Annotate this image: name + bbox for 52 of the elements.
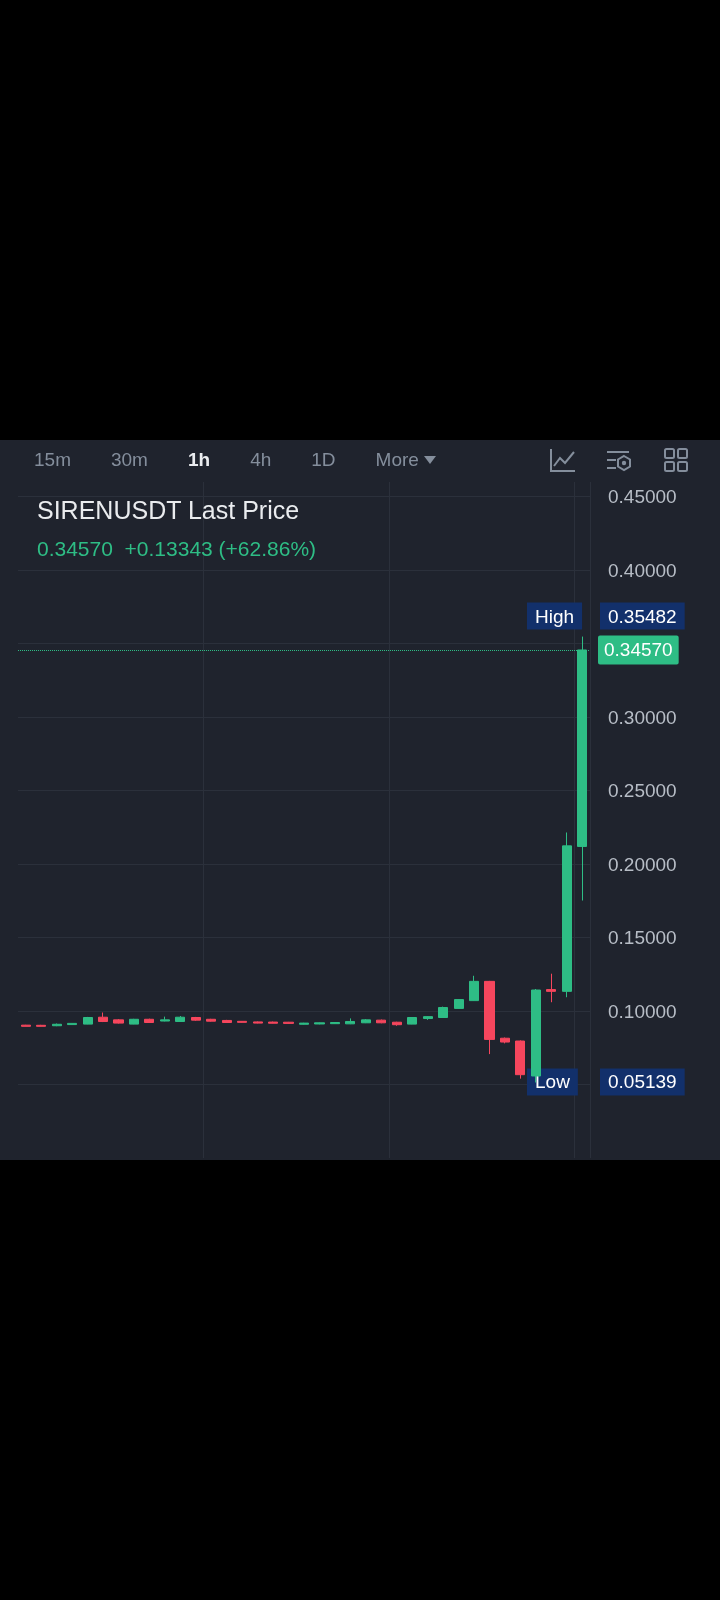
- candlestick: [469, 975, 479, 1002]
- candlestick: [268, 1021, 278, 1024]
- candlestick: [562, 831, 572, 998]
- candlestick: [330, 1021, 340, 1025]
- candlestick: [67, 1022, 77, 1026]
- candlestick: [253, 1020, 263, 1024]
- candlestick: [423, 1015, 433, 1021]
- annotation: Low: [535, 1071, 571, 1093]
- candlestick: [160, 1016, 170, 1022]
- y-tick-label: 0.25000: [608, 780, 677, 802]
- candlestick: [36, 1024, 46, 1027]
- text: 0.34570 +0.13343 (+62.86%): [37, 537, 317, 560]
- candlestick: [113, 1018, 124, 1025]
- candlestick: [314, 1022, 325, 1025]
- candlestick: [283, 1021, 294, 1025]
- y-tick-label: 0.20000: [608, 853, 677, 875]
- text: 1D: [311, 449, 336, 471]
- candlestick: [222, 1019, 232, 1024]
- candlestick: [175, 1015, 185, 1023]
- candlestick: [237, 1020, 247, 1024]
- candlestick: [83, 1016, 93, 1025]
- candlestick: [546, 973, 556, 1003]
- candlestick: [21, 1024, 31, 1027]
- text: More: [375, 449, 419, 471]
- y-tick-label: 0.30000: [608, 706, 677, 728]
- candlestick: [191, 1016, 201, 1022]
- candlestick: [129, 1018, 139, 1025]
- y-tick-label: 0.15000: [608, 927, 677, 949]
- text: 30m: [110, 449, 148, 471]
- candlestick: [407, 1016, 417, 1025]
- y-tick-label: 0.10000: [608, 1000, 677, 1022]
- ref-line-label: 0.34570: [604, 639, 673, 661]
- y-tick-label: 0.40000: [608, 559, 677, 581]
- candlestick: [438, 1006, 448, 1019]
- text: 15m: [34, 449, 71, 471]
- candlestick: [144, 1018, 154, 1024]
- candlestick: [454, 998, 464, 1010]
- y-tick-label: 0.45000: [608, 486, 677, 508]
- annotation: High: [535, 605, 575, 627]
- candlestick: [484, 980, 495, 1055]
- candlestick: [206, 1018, 216, 1023]
- candlestick: [500, 1037, 510, 1044]
- text: SIRENUSDT Last Price: [37, 495, 300, 524]
- text: 1h: [187, 449, 211, 471]
- text: 0.05139: [608, 1071, 677, 1093]
- candlestick: [299, 1022, 309, 1026]
- candlestick: [515, 1039, 525, 1080]
- text: 0.35482: [608, 605, 677, 627]
- text: 4h: [250, 449, 272, 471]
- candlestick: [98, 1012, 108, 1023]
- candlestick: [345, 1017, 355, 1025]
- candlestick: [361, 1018, 371, 1024]
